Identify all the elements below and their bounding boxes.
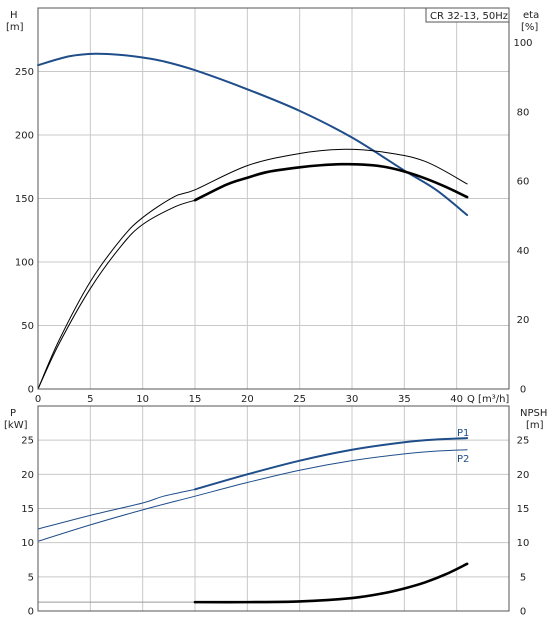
x-tick-label: 35: [398, 394, 411, 405]
bottom-panel-frame: [37, 405, 510, 612]
x-tick-label: 5: [87, 394, 93, 405]
left-tick-label: 15: [21, 504, 34, 515]
right-tick-label: 20: [517, 315, 530, 326]
right-tick-label: 20: [517, 470, 530, 481]
flow-axis-label: Q [m³/h]: [467, 394, 509, 405]
x-tick-label: 40: [450, 394, 463, 405]
p2-series-label: P2: [457, 454, 469, 465]
right-tick-label: 10: [517, 538, 530, 549]
left-tick-label: 150: [15, 194, 34, 205]
p1-series-label: P1: [457, 428, 469, 439]
p1-bottom-curve-0: [37, 488, 196, 530]
top-curve-2: [37, 199, 196, 390]
right-tick-label: 15: [517, 504, 530, 515]
right-tick-label: 0: [520, 385, 526, 396]
power-axis-unit: [kW]: [4, 420, 28, 431]
p2-bottom-curve-2: [37, 449, 468, 542]
x-tick-label: 30: [346, 394, 359, 405]
head-axis-label: H: [10, 10, 18, 21]
left-tick-label: 20: [21, 470, 34, 481]
npsh-axis-unit: [m]: [526, 420, 544, 431]
top-curve-1: [37, 148, 468, 390]
bottom-panel-curves: [37, 437, 469, 604]
right-tick-label: 80: [517, 107, 530, 118]
right-tick-label: 5: [520, 572, 526, 583]
right-tick-label: 40: [517, 246, 530, 257]
x-tick-label: 25: [293, 394, 306, 405]
top-panel-frame: [37, 7, 510, 390]
right-tick-label: 100: [513, 38, 532, 49]
top-panel-grid: 0 5 10 15 20 25 30 35 40 0 50 100 150 200 250 0 20 40 60 80…: [15, 7, 533, 405]
left-tick-label: 25: [21, 436, 34, 447]
top-panel-curves: [37, 52, 469, 390]
p1-bottom-curve-1: [194, 437, 469, 491]
x-tick-label: 15: [189, 394, 202, 405]
right-tick-label: 25: [517, 436, 530, 447]
top-curve-0: [37, 52, 469, 217]
left-tick-label: 200: [15, 131, 34, 142]
eta-axis-unit: [%]: [521, 22, 538, 33]
left-tick-label: 50: [21, 321, 34, 332]
eta-axis-label: eta: [523, 10, 539, 21]
left-tick-label: 0: [28, 607, 34, 618]
left-tick-label: 0: [28, 385, 34, 396]
left-tick-label: 100: [15, 258, 34, 269]
left-tick-label: 5: [28, 572, 34, 583]
model-legend-box: [425, 7, 510, 23]
x-tick-label: 10: [136, 394, 149, 405]
left-tick-label: 250: [15, 67, 34, 78]
power-axis-label: P: [10, 408, 16, 419]
x-tick-label: 0: [35, 394, 41, 405]
bottom-curve-4: [193, 562, 469, 604]
model-legend-text: CR 32-13, 50Hz: [430, 11, 508, 22]
right-tick-label: 0: [520, 607, 526, 618]
top-curve-3: [193, 162, 469, 202]
left-tick-label: 10: [21, 538, 34, 549]
npsh-axis-label: NPSH: [520, 408, 547, 419]
right-tick-label: 60: [517, 177, 530, 188]
x-tick-label: 20: [241, 394, 254, 405]
head-axis-unit: [m]: [6, 22, 24, 33]
